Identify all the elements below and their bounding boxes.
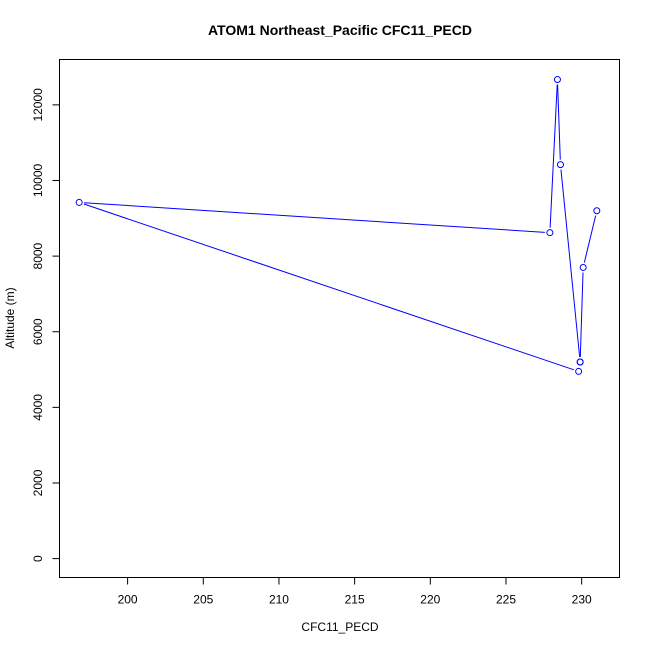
x-axis-title: CFC11_PECD <box>301 620 378 634</box>
y-tick-label: 8000 <box>31 242 45 269</box>
series-segment <box>549 84 558 228</box>
y-axis-title: Altitude (m) <box>3 287 17 348</box>
data-point <box>575 367 583 375</box>
series-segment <box>557 84 561 160</box>
plot-frame <box>59 59 620 578</box>
data-point <box>579 263 587 271</box>
data-point <box>546 229 554 237</box>
series-segment <box>84 202 545 233</box>
data-point <box>75 198 83 206</box>
y-tick-label: 0 <box>31 555 45 562</box>
y-tick-label: 6000 <box>31 318 45 345</box>
data-point <box>553 76 561 84</box>
data-point <box>576 358 584 366</box>
series-segment <box>83 203 575 371</box>
x-tick-label: 200 <box>118 593 138 607</box>
series-segment <box>560 169 581 358</box>
x-tick-label: 205 <box>193 593 213 607</box>
x-tick-label: 210 <box>269 593 289 607</box>
y-tick-label: 4000 <box>31 394 45 421</box>
series-segment <box>579 272 584 358</box>
series-lines <box>83 84 597 371</box>
chart-title: ATOM1 Northeast_Pacific CFC11_PECD <box>208 22 472 38</box>
x-tick-label: 220 <box>420 593 440 607</box>
series-points <box>75 76 601 375</box>
x-tick-label: 225 <box>496 593 516 607</box>
y-tick-label: 2000 <box>31 469 45 496</box>
x-tick-label: 230 <box>572 593 592 607</box>
y-axis: 0 2000 4000 6000 8000 10000 12000 <box>31 88 60 562</box>
series-segment <box>583 215 597 263</box>
x-tick-label: 215 <box>345 593 365 607</box>
data-point <box>556 161 564 169</box>
y-tick-label: 12000 <box>31 88 45 122</box>
y-tick-label: 10000 <box>31 163 45 197</box>
x-axis: 200 205 210 215 220 225 230 <box>118 577 592 607</box>
data-point <box>593 207 601 215</box>
